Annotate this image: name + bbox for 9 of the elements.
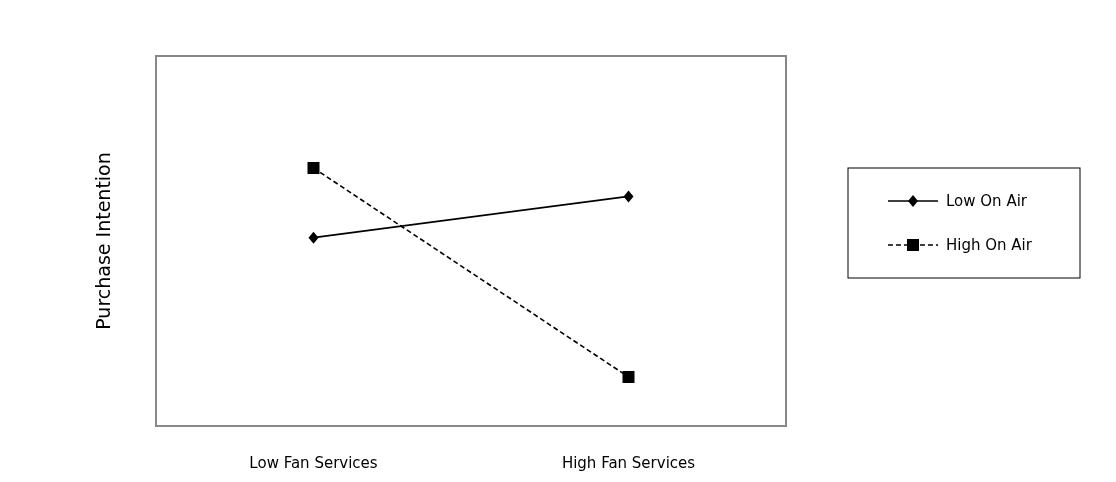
y-axis-title: Purchase Intention <box>92 152 114 330</box>
x-tick-label: Low Fan Services <box>249 454 378 472</box>
point <box>307 162 320 174</box>
point <box>308 231 319 244</box>
x-tick-label: High Fan Services <box>561 454 696 472</box>
point <box>623 190 634 203</box>
point <box>622 370 635 383</box>
legend-label: High On Air <box>946 236 1033 254</box>
legend-label: Low On Air <box>946 192 1028 210</box>
